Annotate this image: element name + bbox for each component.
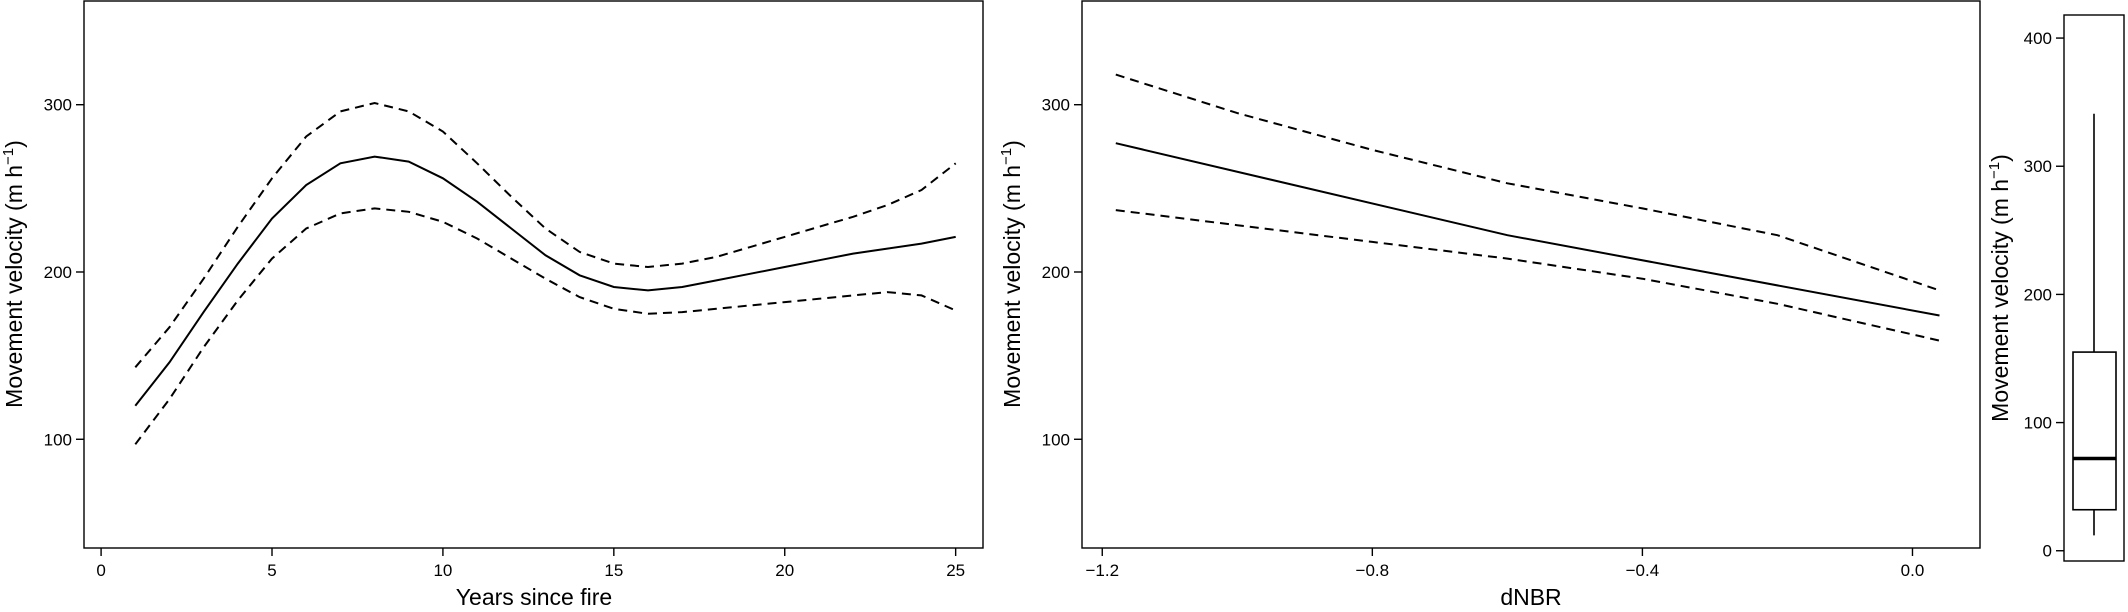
y-tick-label-3-4: 400 (2024, 29, 2052, 48)
x-tick-label-1-4: 20 (775, 561, 794, 580)
y-axis-1: 100 200 300 (44, 96, 84, 449)
curves-2 (1115, 73, 1940, 342)
plot-frame-3 (2063, 14, 2125, 562)
panel-years-since-fire: 0 5 10 15 20 25 100 200 300 Years since fire Mo… (0, 0, 984, 610)
ci-line-2-2 (1115, 209, 1940, 342)
x-tick-label-1-3: 15 (604, 561, 623, 580)
fit-line-2-0 (1115, 142, 1940, 317)
y-tick-label-3-0: 0 (2043, 542, 2052, 561)
x-tick-label-1-0: 0 (96, 561, 105, 580)
y-tick-label-2-0: 100 (1042, 430, 1070, 449)
y-tick-label-1-0: 100 (44, 430, 72, 449)
x-axis-2: −1.2 −0.8 −0.4 0.0 (1085, 548, 1924, 580)
y-axis-label-3: Movement velocity (m h−1) (1986, 154, 2013, 422)
y-axis-3: 0 100 200 300 400 (2024, 29, 2064, 561)
x-tick-label-2-2: −0.4 (1626, 561, 1660, 580)
ci-line-1-2 (134, 207, 957, 445)
panel-boxplot: 0 100 200 300 400 Movement velocity (m h−1) (1986, 14, 2125, 562)
x-tick-label-2-1: −0.8 (1356, 561, 1390, 580)
y-tick-label-3-2: 200 (2024, 285, 2052, 304)
curves-1 (134, 101, 957, 445)
plot-frame-2 (1081, 0, 1981, 549)
x-tick-label-1-5: 25 (946, 561, 965, 580)
y-tick-label-3-1: 100 (2024, 414, 2052, 433)
x-axis-1: 0 5 10 15 20 25 (96, 548, 965, 580)
y-tick-label-1-1: 200 (44, 263, 72, 282)
x-tick-label-2-0: −1.2 (1085, 561, 1119, 580)
y-tick-label-2-1: 200 (1042, 263, 1070, 282)
x-tick-label-2-3: 0.0 (1901, 561, 1925, 580)
x-axis-label-2: dNBR (1500, 584, 1561, 610)
y-axis-2: 100 200 300 (1042, 96, 1082, 449)
fit-line-1-0 (134, 155, 956, 407)
y-tick-label-3-3: 300 (2024, 157, 2052, 176)
panel-dnbr: −1.2 −0.8 −0.4 0.0 100 200 300 dNBR Movement … (998, 0, 1981, 610)
ci-line-1-1 (134, 101, 957, 368)
iqr-box (2072, 351, 2117, 511)
x-axis-label-1: Years since fire (456, 584, 612, 610)
plot-frame-1 (83, 0, 984, 549)
y-tick-label-1-2: 300 (44, 96, 72, 115)
y-axis-label-1: Movement velocity (m h−1) (0, 140, 27, 408)
y-tick-label-2-2: 300 (1042, 96, 1070, 115)
boxplot (2072, 113, 2117, 536)
ci-line-2-1 (1115, 73, 1940, 292)
y-axis-label-2: Movement velocity (m h−1) (998, 140, 1025, 408)
x-tick-label-1-1: 5 (267, 561, 276, 580)
x-tick-label-1-2: 10 (433, 561, 452, 580)
